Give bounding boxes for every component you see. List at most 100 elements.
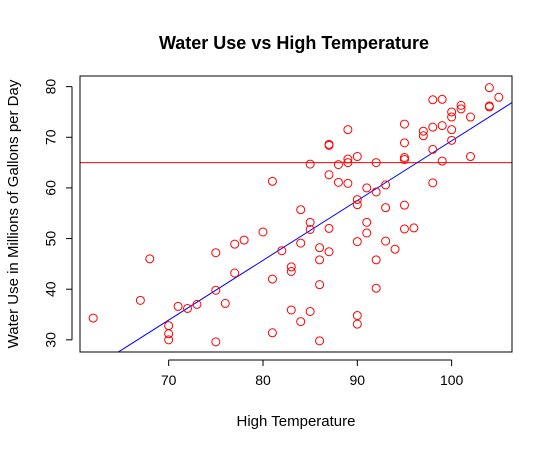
y-axis-label: Water Use in Millions of Gallons per Day (5, 79, 22, 348)
data-point (305, 159, 315, 169)
data-point (164, 321, 174, 331)
y-tick-label: 60 (43, 180, 59, 196)
data-point (447, 112, 457, 122)
data-point (447, 107, 457, 117)
data-point (333, 177, 343, 187)
x-axis-label: High Temperature (237, 413, 356, 430)
data-point (428, 95, 438, 105)
data-point (286, 262, 296, 272)
y-tick-label: 30 (43, 332, 59, 348)
data-point (428, 122, 438, 132)
data-point (324, 139, 334, 149)
data-point (211, 285, 221, 295)
data-point (371, 255, 381, 265)
data-point (343, 158, 353, 168)
data-point (352, 195, 362, 205)
data-point (286, 305, 296, 315)
data-point (296, 205, 306, 215)
data-point (343, 154, 353, 164)
data-point (447, 135, 457, 145)
data-point (267, 328, 277, 338)
data-point (324, 170, 334, 180)
data-point (371, 283, 381, 293)
plot-area (80, 83, 512, 352)
data-point (305, 306, 315, 316)
data-point (362, 228, 372, 238)
y-tick-label: 80 (43, 79, 59, 95)
data-point (362, 183, 372, 193)
data-point (409, 223, 419, 233)
data-point (315, 336, 325, 346)
data-point (220, 298, 230, 308)
data-point (315, 280, 325, 290)
data-point (428, 144, 438, 154)
data-point (399, 224, 409, 234)
data-point (315, 255, 325, 265)
data-point (230, 239, 240, 249)
data-point (399, 138, 409, 148)
data-point (418, 131, 428, 141)
data-point (465, 152, 475, 162)
data-point (381, 180, 391, 190)
data-point (484, 83, 494, 93)
data-point (305, 224, 315, 234)
data-point (437, 94, 447, 104)
data-point (333, 160, 343, 170)
data-point (437, 121, 447, 131)
data-point (456, 104, 466, 114)
data-point (211, 248, 221, 258)
data-point (183, 303, 193, 313)
data-point (381, 203, 391, 213)
data-point (494, 92, 504, 102)
data-point (352, 200, 362, 210)
data-point (258, 227, 268, 237)
data-point (173, 301, 183, 311)
data-point (399, 200, 409, 210)
data-point (135, 295, 145, 305)
data-point (164, 335, 174, 345)
data-point (447, 125, 457, 135)
data-point (277, 246, 287, 256)
data-point (324, 247, 334, 257)
data-point (267, 274, 277, 284)
data-points (88, 83, 504, 347)
plot-box (79, 75, 513, 353)
data-point (296, 317, 306, 327)
data-point (390, 244, 400, 254)
data-point (286, 266, 296, 276)
x-tick-label: 80 (255, 372, 271, 388)
data-point (456, 100, 466, 110)
data-point (399, 153, 409, 163)
data-point (465, 112, 475, 122)
y-tick-label: 40 (43, 281, 59, 297)
data-point (428, 178, 438, 188)
data-point (305, 217, 315, 227)
data-point (211, 337, 221, 347)
data-point (381, 236, 391, 246)
y-tick-label: 70 (43, 129, 59, 145)
data-point (484, 101, 494, 111)
data-point (88, 313, 98, 323)
data-point (437, 156, 447, 166)
x-tick-label: 70 (161, 372, 177, 388)
data-point (399, 119, 409, 129)
chart-title: Water Use vs High Temperature (159, 33, 429, 53)
data-point (371, 158, 381, 168)
data-point (362, 217, 372, 227)
y-axis: 30 40 50 60 70 80 (43, 79, 73, 348)
data-point (352, 152, 362, 162)
x-tick-label: 100 (440, 372, 464, 388)
data-point (267, 176, 277, 186)
data-point (230, 268, 240, 278)
data-point (352, 237, 362, 247)
data-point (324, 223, 334, 233)
y-tick-label: 50 (43, 231, 59, 247)
data-point (239, 235, 249, 245)
data-point (296, 238, 306, 248)
data-point (343, 178, 353, 188)
data-point (315, 243, 325, 253)
regression-line (117, 102, 512, 352)
data-point (352, 319, 362, 329)
data-point (164, 329, 174, 339)
